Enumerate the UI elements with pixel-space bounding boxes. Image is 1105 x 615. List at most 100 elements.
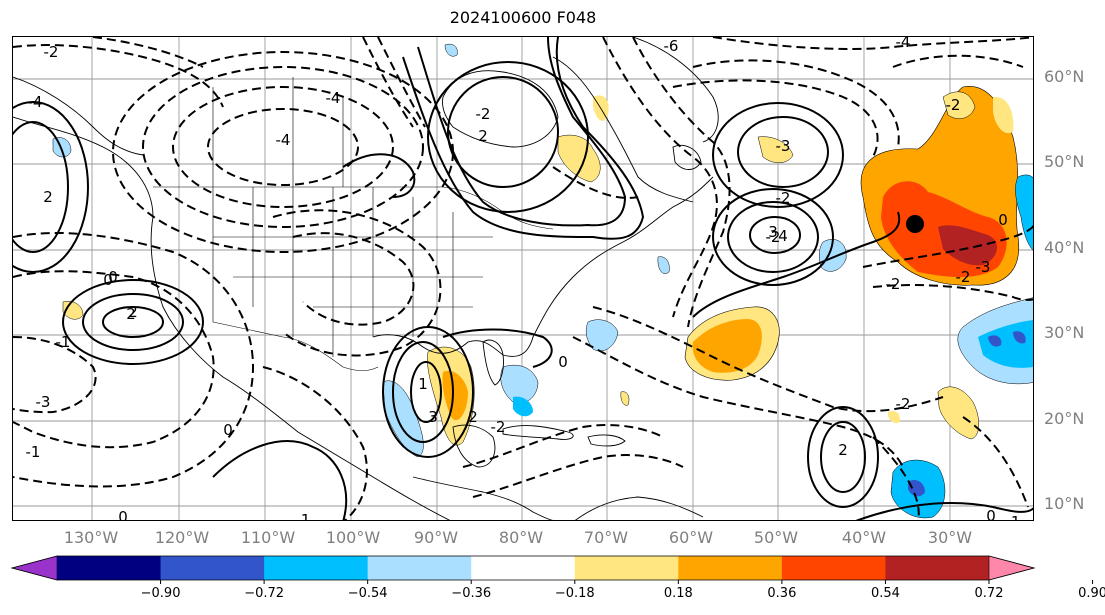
shade-blue-e4 (1013, 331, 1026, 344)
colorbar-segment (57, 556, 162, 580)
contour-label: -2 (896, 395, 911, 413)
contour-neg-topw (13, 44, 224, 108)
colorbar-segment (574, 556, 679, 580)
coastlines (13, 37, 719, 520)
contour-neg-east (862, 224, 1033, 268)
contour-label: -3 (976, 258, 991, 276)
shade-blue-watl (585, 319, 619, 352)
contour-label: -1 (26, 443, 41, 461)
contour-neg-sw1 (13, 270, 215, 449)
shade-blue-w (52, 137, 72, 158)
shade-orange-gulf-in (442, 370, 468, 421)
map-title: 2024100600 F048 (449, 8, 597, 27)
contour-neg-atl1 (602, 37, 718, 318)
lat-label-60n: 60°N (1044, 67, 1085, 86)
colorbar-segment (367, 556, 472, 580)
colorbar-segment (885, 556, 990, 580)
coast-labrador (552, 56, 694, 203)
coast-south-america (575, 496, 704, 520)
colorbar-tick-label: 0.90 (1078, 586, 1105, 601)
coast-north-america-west (13, 116, 451, 520)
colorbar-segment (678, 556, 783, 580)
contour-neg-atl2 (632, 37, 731, 328)
contour-label: 2 (128, 303, 138, 321)
colorbar-tick-label: −0.54 (347, 586, 388, 601)
contour-pos-band (402, 37, 645, 240)
colorbar-segment (781, 556, 886, 580)
contour-neg-s1 (262, 366, 368, 520)
colorbar (10, 555, 1094, 584)
lon-label-30w: 30°W (927, 528, 973, 547)
contour-neg-4a (207, 108, 359, 186)
contour-label: -2 (44, 43, 59, 61)
colorbar-tick-label: 0.72 (974, 586, 1004, 601)
contour-label: 0 (986, 507, 996, 521)
coast-central-america (412, 476, 553, 520)
shade-yellow-se (937, 386, 979, 440)
contour-pos-gulf2 (410, 361, 442, 423)
shade-blue-se-in (908, 480, 925, 497)
colorbar-segment (264, 556, 369, 580)
contours-negative (13, 37, 1033, 520)
lat-label-40n: 40°N (1044, 238, 1085, 257)
shade-yellow-se2 (888, 411, 901, 424)
province-lines (212, 77, 344, 187)
contour-label: 0 (108, 268, 118, 286)
contour-label: 4 (778, 227, 788, 245)
storm-center-marker (906, 215, 924, 233)
coast-florida (482, 339, 504, 386)
shade-blue-bermuda (657, 256, 670, 274)
contour-label: -4 (276, 131, 291, 149)
contour-pos-40n (727, 201, 819, 273)
contour-neg-sw2 (13, 232, 255, 488)
contour-label: -3 (776, 137, 791, 155)
contour-pos-hudson2 (427, 61, 589, 213)
state-lines (212, 187, 493, 357)
lon-label-120w: 120°W (154, 528, 210, 547)
contour-label: -1 (1006, 513, 1021, 521)
coast-alaska (13, 76, 144, 156)
contour-label: 0 (558, 353, 568, 371)
lat-label-20n: 20°N (1044, 409, 1085, 428)
lon-label-80w: 80°W (498, 528, 544, 547)
contour-label: 2 (43, 188, 53, 206)
shade-blue-e3 (988, 335, 1002, 347)
contour-pos-50w (737, 116, 829, 188)
contour-label: 3 (768, 223, 778, 241)
coast-newfoundland (672, 144, 702, 170)
coast-cuba (502, 425, 574, 440)
contour-neg-top2 (377, 37, 426, 128)
contour-pos-0-south (212, 440, 348, 520)
contour-neg-4d (112, 51, 454, 253)
contour-pos-long (692, 211, 901, 318)
contour-pos-sw2 (62, 279, 204, 365)
contour-neg-4b (172, 86, 394, 208)
colorbar-extend-high (988, 555, 1036, 581)
contour-pos-40n-3 (749, 216, 801, 254)
contour-pos-band2 (417, 37, 627, 227)
contour-neg-ne1 (892, 54, 1024, 68)
contour-pos-40n-2 (712, 188, 834, 286)
lat-label-30n: 30°N (1044, 323, 1085, 342)
contour-label: -2 (886, 275, 901, 293)
contour-neg-mid1 (592, 306, 944, 413)
lon-label-100w: 100°W (325, 528, 381, 547)
contour-pos-hudson (447, 76, 559, 188)
colorbar-tick-label: −0.72 (244, 586, 285, 601)
coast-hudson (442, 70, 559, 148)
contour-label: -2 (946, 96, 961, 114)
contour-label: -4 (896, 37, 911, 51)
contour-pos-50w-2 (712, 102, 844, 208)
contour-label: -3 (36, 393, 51, 411)
contour-pos-se (820, 421, 866, 493)
contour-neg-se2 (962, 416, 1029, 508)
map-panel: -4 -6 -4 -4 -3 -2 -2 -2 -2 -1 0 -2 2 0 2 3 4 -3 -2 2 3 2 1 2 0 -1… (12, 36, 1034, 521)
contour-neg-topw2 (92, 37, 204, 68)
contour-neg-mid4 (272, 209, 442, 357)
contour-neg-s3 (472, 454, 684, 498)
contour-neg-4c (142, 66, 424, 228)
contours-positive (13, 37, 1033, 520)
shade-blue-carib (500, 364, 539, 404)
shade-darkred-ne (938, 225, 998, 266)
